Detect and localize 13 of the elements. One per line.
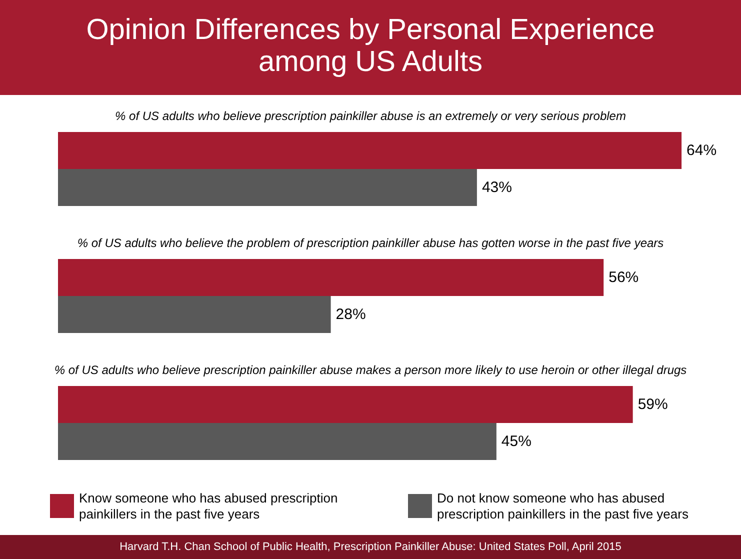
- y-tick-label: % of US adults who believe the problem of prescription painkiller abuse has gotten worse in the past five years: [77, 236, 664, 250]
- text: Harvard T.H. Chan School of Public Health, Prescription Painkiller Abuse: United States Poll, April 2015: [0, 535, 741, 559]
- data-label: 43%: [482, 179, 512, 196]
- chart-title: Opinion Differences by Personal Experience among US Adults: [85, 14, 656, 78]
- y-tick-label: % of US adults who believe prescription painkiller abuse is an extremely or very serious problem: [115, 109, 626, 123]
- data-label: 59%: [638, 396, 668, 413]
- legend-label: Know someone who has abused prescription painkillers in the past five years: [79, 490, 342, 522]
- data-label: 45%: [501, 433, 532, 450]
- data-label: 64%: [686, 142, 717, 159]
- data-label: 28%: [336, 306, 366, 323]
- data-label: 56%: [608, 269, 639, 286]
- legend-label: Do not know someone who has abused prescription painkillers in the past five years: [437, 490, 689, 522]
- y-tick-label: % of US adults who believe prescription painkiller abuse makes a person more likely to use heroin or other illegal drugs: [54, 363, 687, 377]
